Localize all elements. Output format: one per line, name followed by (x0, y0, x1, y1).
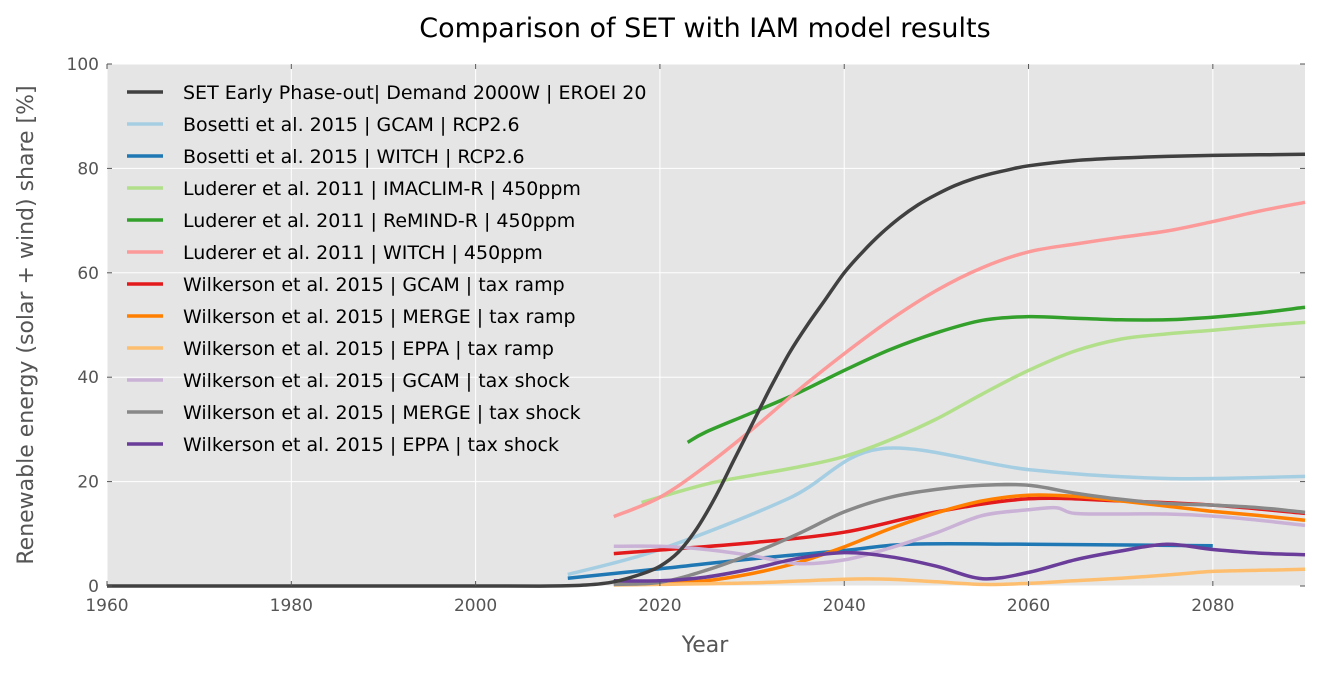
y-tick-label: 20 (77, 473, 99, 493)
legend-label: Wilkerson et al. 2015 | EPPA | tax ramp (183, 338, 554, 360)
legend-label: Bosetti et al. 2015 | GCAM | RCP2.6 (183, 114, 520, 136)
series-line-4 (641, 320, 1306, 505)
series-line-12 (613, 542, 1306, 583)
legend-label: Luderer et al. 2011 | WITCH | 450ppm (183, 242, 543, 264)
x-tick-label: 1960 (85, 596, 128, 616)
legend-label: Wilkerson et al. 2015 | MERGE | tax shoc… (183, 402, 581, 424)
series-line-9 (613, 567, 1306, 587)
y-tick-label: 0 (88, 577, 99, 597)
x-axis-label: Year (681, 633, 730, 658)
legend: SET Early Phase-out| Demand 2000W | EROE… (127, 82, 646, 456)
series-line-6 (613, 200, 1306, 519)
series-line-8 (613, 493, 1306, 587)
legend-label: Wilkerson et al. 2015 | GCAM | tax ramp (183, 274, 565, 296)
legend-label: Luderer et al. 2011 | ReMIND-R | 450ppm (183, 210, 575, 232)
y-tick-label: 60 (77, 264, 99, 284)
legend-label: Wilkerson et al. 2015 | MERGE | tax ramp (183, 306, 576, 328)
chart-title: Comparison of SET with IAM model results (419, 13, 990, 44)
series-line-5 (686, 305, 1306, 444)
x-tick-label: 2060 (1007, 596, 1050, 616)
series-line-3 (567, 541, 1213, 580)
series-line-11 (613, 482, 1306, 587)
grid-lines (106, 63, 1305, 587)
x-tick-label: 2080 (1191, 596, 1234, 616)
y-tick-label: 40 (77, 368, 99, 388)
legend-label: Luderer et al. 2011 | IMACLIM-R | 450ppm (183, 178, 581, 200)
x-tick-label: 2040 (823, 596, 866, 616)
y-axis-label: Renewable energy (solar + wind) share [%… (14, 85, 39, 564)
x-tick-label: 1980 (270, 596, 313, 616)
y-tick-label: 80 (77, 159, 99, 179)
legend-label: Bosetti et al. 2015 | WITCH | RCP2.6 (183, 146, 525, 168)
legend-label: Wilkerson et al. 2015 | GCAM | tax shock (183, 370, 570, 392)
x-tick-label: 2020 (638, 596, 681, 616)
series-lines (106, 152, 1306, 588)
legend-label: Wilkerson et al. 2015 | EPPA | tax shock (183, 434, 559, 456)
series-line-10 (613, 505, 1306, 566)
x-tick-label: 2000 (454, 596, 497, 616)
y-tick-label: 100 (67, 55, 99, 75)
series-line-1 (106, 152, 1306, 588)
legend-label: SET Early Phase-out| Demand 2000W | EROE… (183, 82, 646, 104)
